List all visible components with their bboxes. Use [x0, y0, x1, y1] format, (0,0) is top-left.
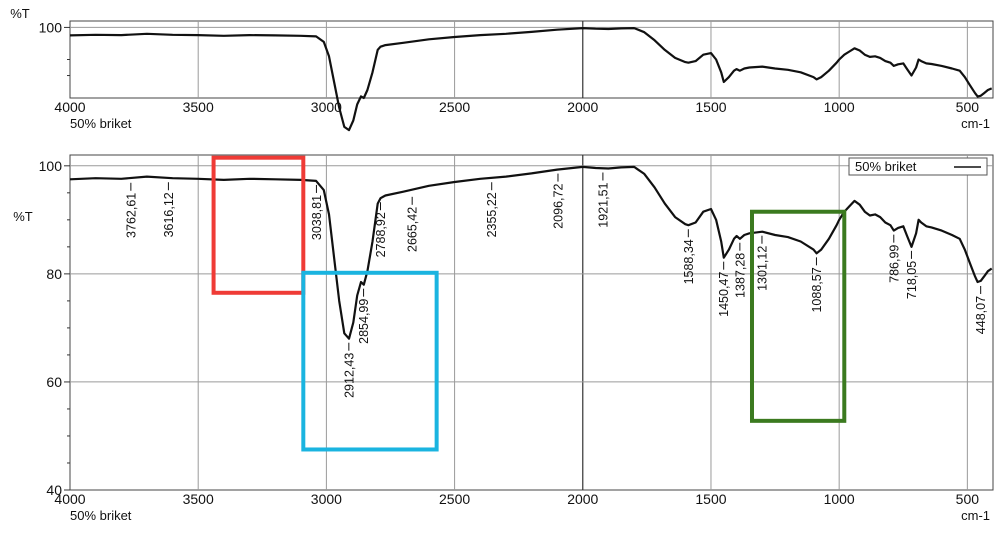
spectrum-line [69, 27, 993, 132]
peak-label: 1387,28 [733, 253, 747, 298]
x-tick-label: 2500 [439, 99, 470, 115]
x-tick-label: 1000 [824, 99, 855, 115]
x-tick-label: 2000 [567, 491, 598, 507]
legend-label: 50% briket [855, 159, 917, 174]
y-axis-title: %T [13, 209, 33, 224]
peak-label: 2665,42 [406, 207, 420, 252]
spectrum-line [69, 165, 993, 340]
peak-label: 3038,81 [310, 195, 324, 240]
y-axis-title: %T [10, 6, 30, 21]
x-tick-label: 500 [956, 99, 980, 115]
sample-label: 50% briket [70, 508, 132, 523]
peak-label: 3762,61 [124, 193, 138, 238]
unit-label: cm-1 [961, 508, 990, 523]
plot-frame [69, 154, 994, 491]
sample-label: 50% briket [70, 116, 132, 131]
legend-box [848, 157, 988, 176]
peak-label: 2854,99 [357, 299, 371, 344]
y-tick-label: 40 [46, 482, 62, 498]
peak-label: 1301,12 [755, 246, 769, 291]
peak-label: 3616,12 [162, 192, 176, 237]
top-spectrum-panel: 4000 3500 3000 2500 2000 1500 1000 500 100 %T 50% … [10, 6, 994, 132]
highlight-box [301, 270, 439, 452]
y-tick-label: 100 [39, 19, 63, 35]
x-tick-label: 3500 [183, 491, 214, 507]
peak-label: 2096,72 [551, 184, 565, 229]
peak-label: 1088,57 [810, 267, 824, 312]
x-tick-label: 1500 [695, 99, 726, 115]
highlight-box [211, 155, 306, 295]
x-tick-label: 4000 [54, 99, 85, 115]
x-tick-label: 1000 [824, 491, 855, 507]
x-tick-label: 1500 [695, 491, 726, 507]
x-tick-label: 2500 [439, 491, 470, 507]
x-tick-label: 3000 [311, 491, 342, 507]
peak-label: 2788,92 [374, 212, 388, 257]
x-tick-label: 4000 [54, 491, 85, 507]
peak-label: 718,05 [905, 261, 919, 299]
peak-label: 1450,47 [717, 272, 731, 317]
peak-label: 1921,51 [596, 182, 610, 227]
x-tick-label: 3000 [311, 99, 342, 115]
peak-label: 786,99 [887, 245, 901, 283]
peak-label: 448,07 [974, 296, 988, 334]
peak-label: 2355,22 [485, 192, 499, 237]
x-tick-label: 2000 [567, 99, 598, 115]
highlight-box [749, 209, 847, 423]
unit-label: cm-1 [961, 116, 990, 131]
x-tick-label: 3500 [183, 99, 214, 115]
y-tick-label: 100 [39, 158, 63, 174]
peak-label: 1588,34 [682, 239, 696, 284]
x-tick-label: 500 [956, 491, 980, 507]
bottom-spectrum-panel: 4000 3500 3000 2500 2000 1500 1000 500 100 80 60 40… [13, 154, 994, 523]
y-tick-label: 80 [46, 266, 62, 282]
peak-label: 2912,43 [342, 353, 356, 398]
y-tick-label: 60 [46, 374, 62, 390]
